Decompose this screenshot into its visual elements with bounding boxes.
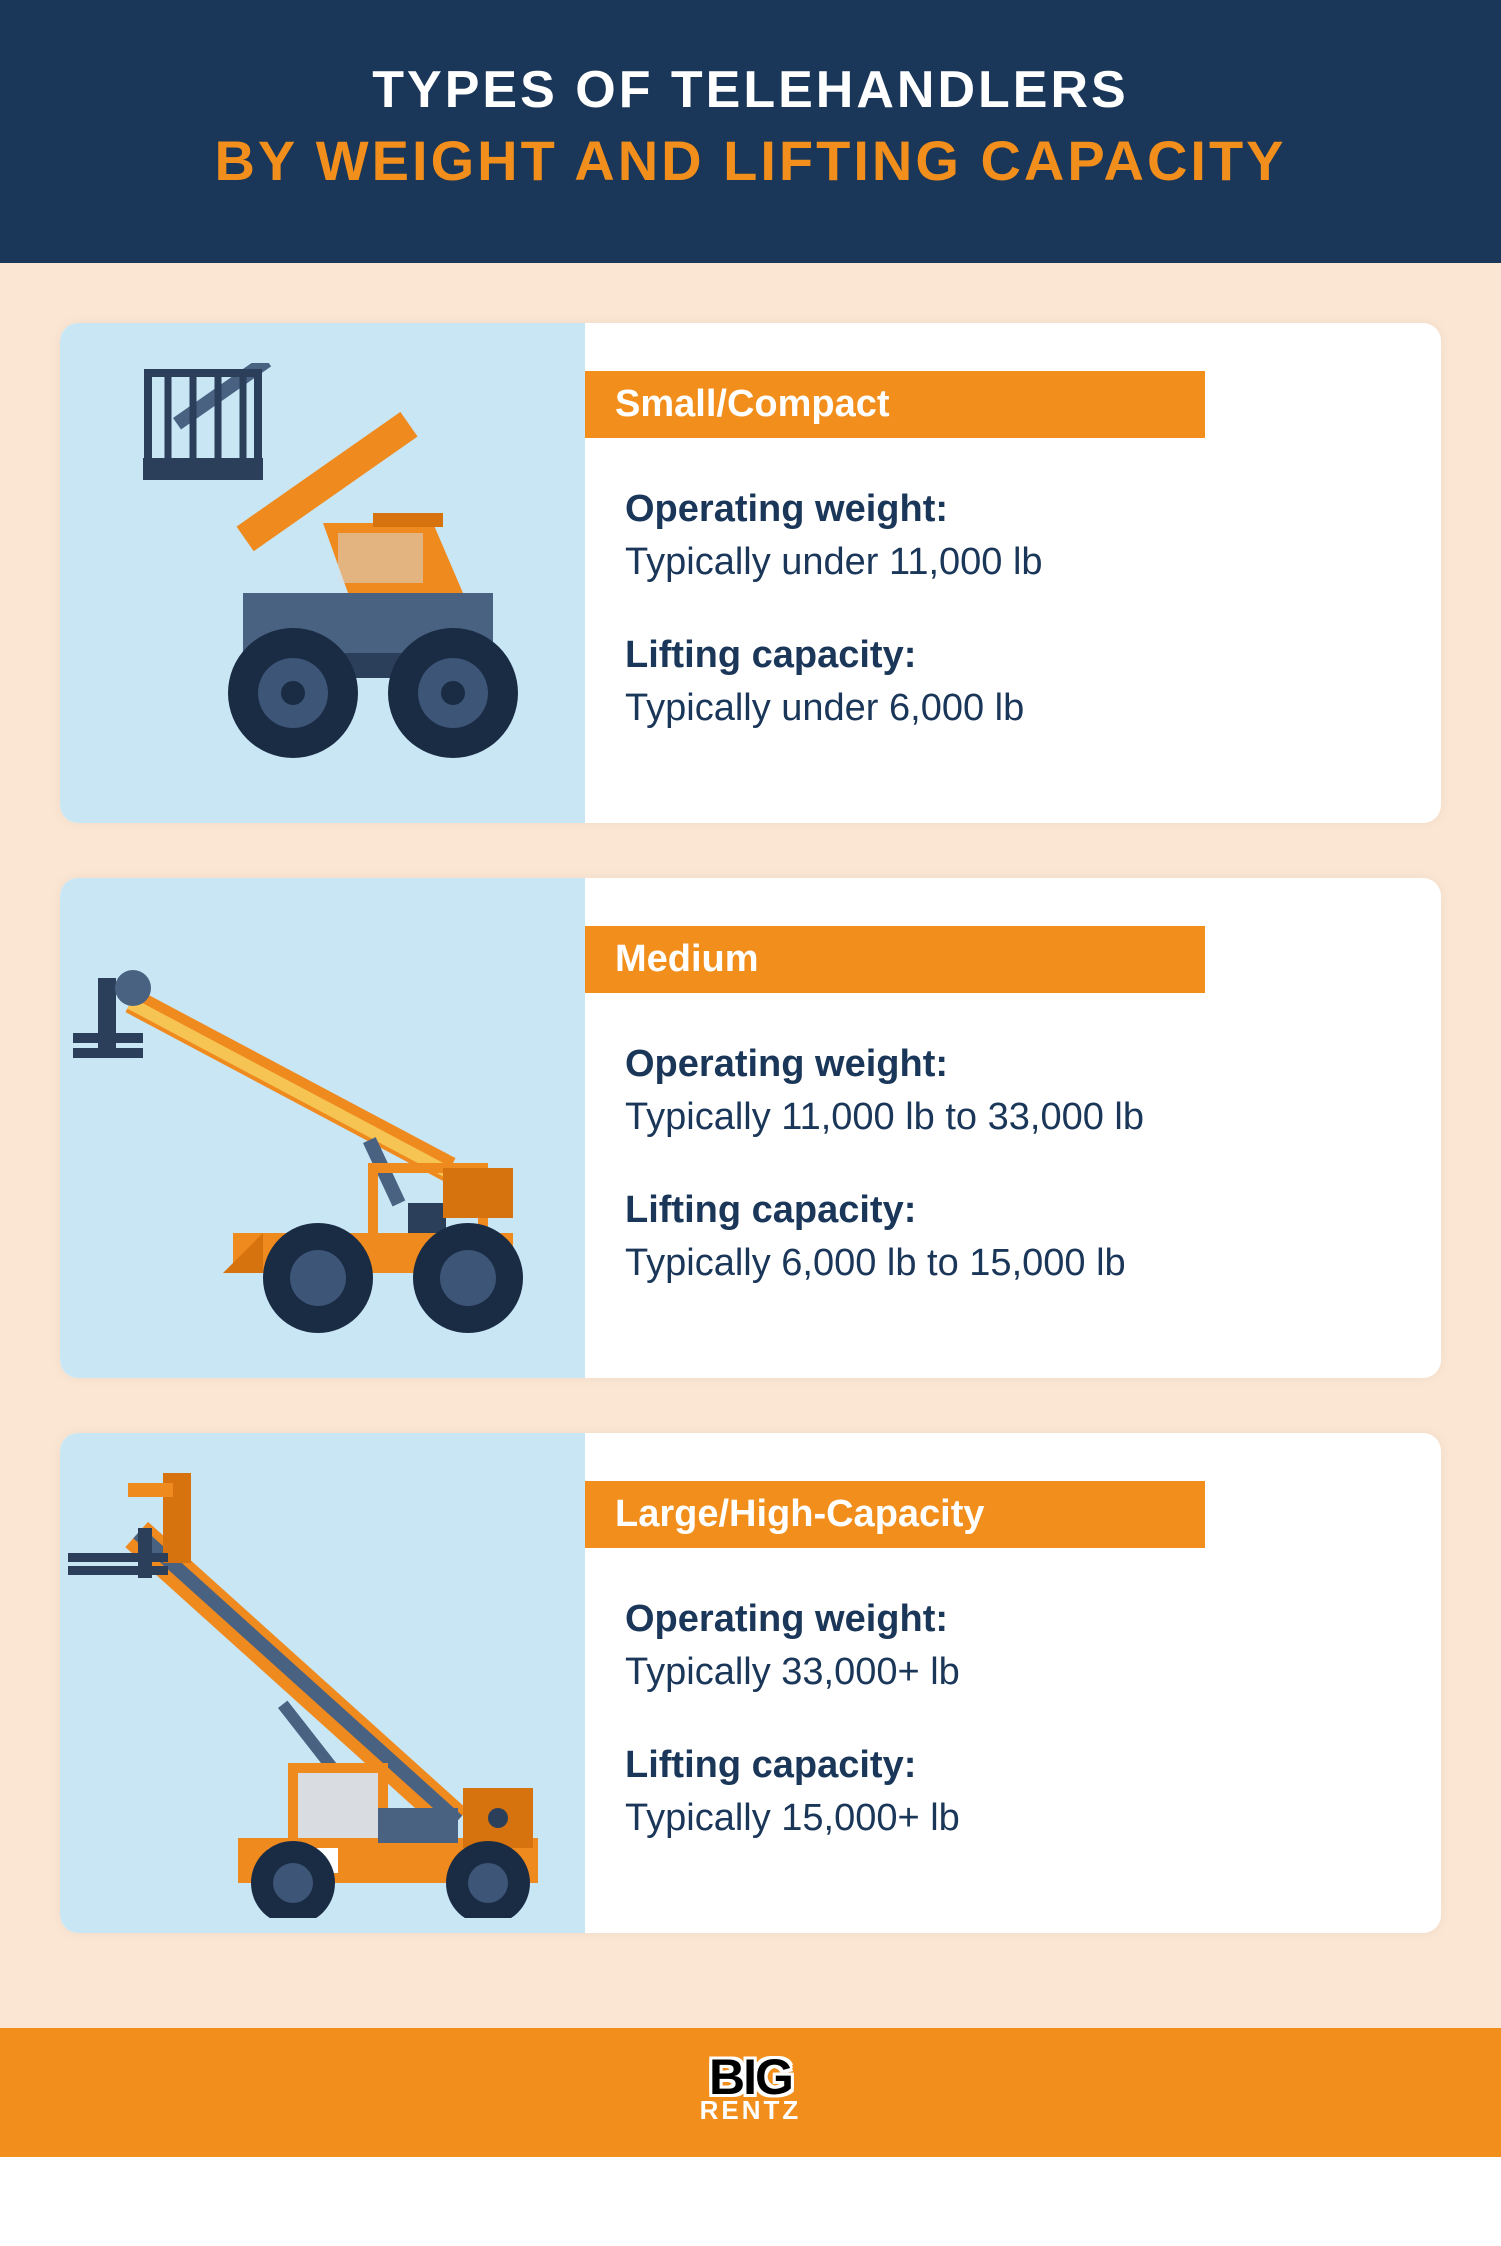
- spec-capacity: Lifting capacity: Typically 6,000 lb to …: [585, 1139, 1441, 1285]
- spec-weight: Operating weight: Typically 11,000 lb to…: [585, 993, 1441, 1139]
- card-content: Small/Compact Operating weight: Typicall…: [585, 323, 1441, 823]
- category-label: Small/Compact: [585, 371, 1205, 438]
- category-label: Large/High-Capacity: [585, 1481, 1205, 1548]
- capacity-value: Typically 6,000 lb to 15,000 lb: [625, 1242, 1401, 1285]
- telehandler-small-icon: [93, 363, 553, 783]
- cards-area: Small/Compact Operating weight: Typicall…: [0, 263, 1501, 2028]
- weight-value: Typically under 11,000 lb: [625, 541, 1401, 584]
- telehandler-medium-icon: [73, 918, 573, 1338]
- footer: BIG RENTZ: [0, 2028, 1501, 2157]
- illustration-small: [60, 323, 585, 823]
- card-content: Medium Operating weight: Typically 11,00…: [585, 878, 1441, 1378]
- logo-rentz: RENTZ: [0, 2097, 1501, 2123]
- header: TYPES OF TELEHANDLERS BY WEIGHT AND LIFT…: [0, 0, 1501, 263]
- capacity-label: Lifting capacity:: [625, 1744, 1401, 1787]
- card-large: Large/High-Capacity Operating weight: Ty…: [60, 1433, 1441, 1933]
- category-label: Medium: [585, 926, 1205, 993]
- capacity-value: Typically 15,000+ lb: [625, 1797, 1401, 1840]
- telehandler-large-icon: [68, 1448, 578, 1918]
- spec-weight: Operating weight: Typically under 11,000…: [585, 438, 1441, 584]
- card-medium: Medium Operating weight: Typically 11,00…: [60, 878, 1441, 1378]
- capacity-label: Lifting capacity:: [625, 634, 1401, 677]
- weight-label: Operating weight:: [625, 1598, 1401, 1641]
- weight-label: Operating weight:: [625, 488, 1401, 531]
- card-content: Large/High-Capacity Operating weight: Ty…: [585, 1433, 1441, 1933]
- weight-value: Typically 11,000 lb to 33,000 lb: [625, 1096, 1401, 1139]
- title-line-1: TYPES OF TELEHANDLERS: [40, 60, 1461, 120]
- illustration-medium: [60, 878, 585, 1378]
- spec-capacity: Lifting capacity: Typically 15,000+ lb: [585, 1694, 1441, 1840]
- card-small: Small/Compact Operating weight: Typicall…: [60, 323, 1441, 823]
- weight-label: Operating weight:: [625, 1043, 1401, 1086]
- spec-capacity: Lifting capacity: Typically under 6,000 …: [585, 584, 1441, 730]
- logo-big: BIG: [0, 2056, 1501, 2099]
- infographic-container: TYPES OF TELEHANDLERS BY WEIGHT AND LIFT…: [0, 0, 1501, 2157]
- title-line-2: BY WEIGHT AND LIFTING CAPACITY: [40, 128, 1461, 193]
- weight-value: Typically 33,000+ lb: [625, 1651, 1401, 1694]
- capacity-value: Typically under 6,000 lb: [625, 687, 1401, 730]
- spec-weight: Operating weight: Typically 33,000+ lb: [585, 1548, 1441, 1694]
- illustration-large: [60, 1433, 585, 1933]
- capacity-label: Lifting capacity:: [625, 1189, 1401, 1232]
